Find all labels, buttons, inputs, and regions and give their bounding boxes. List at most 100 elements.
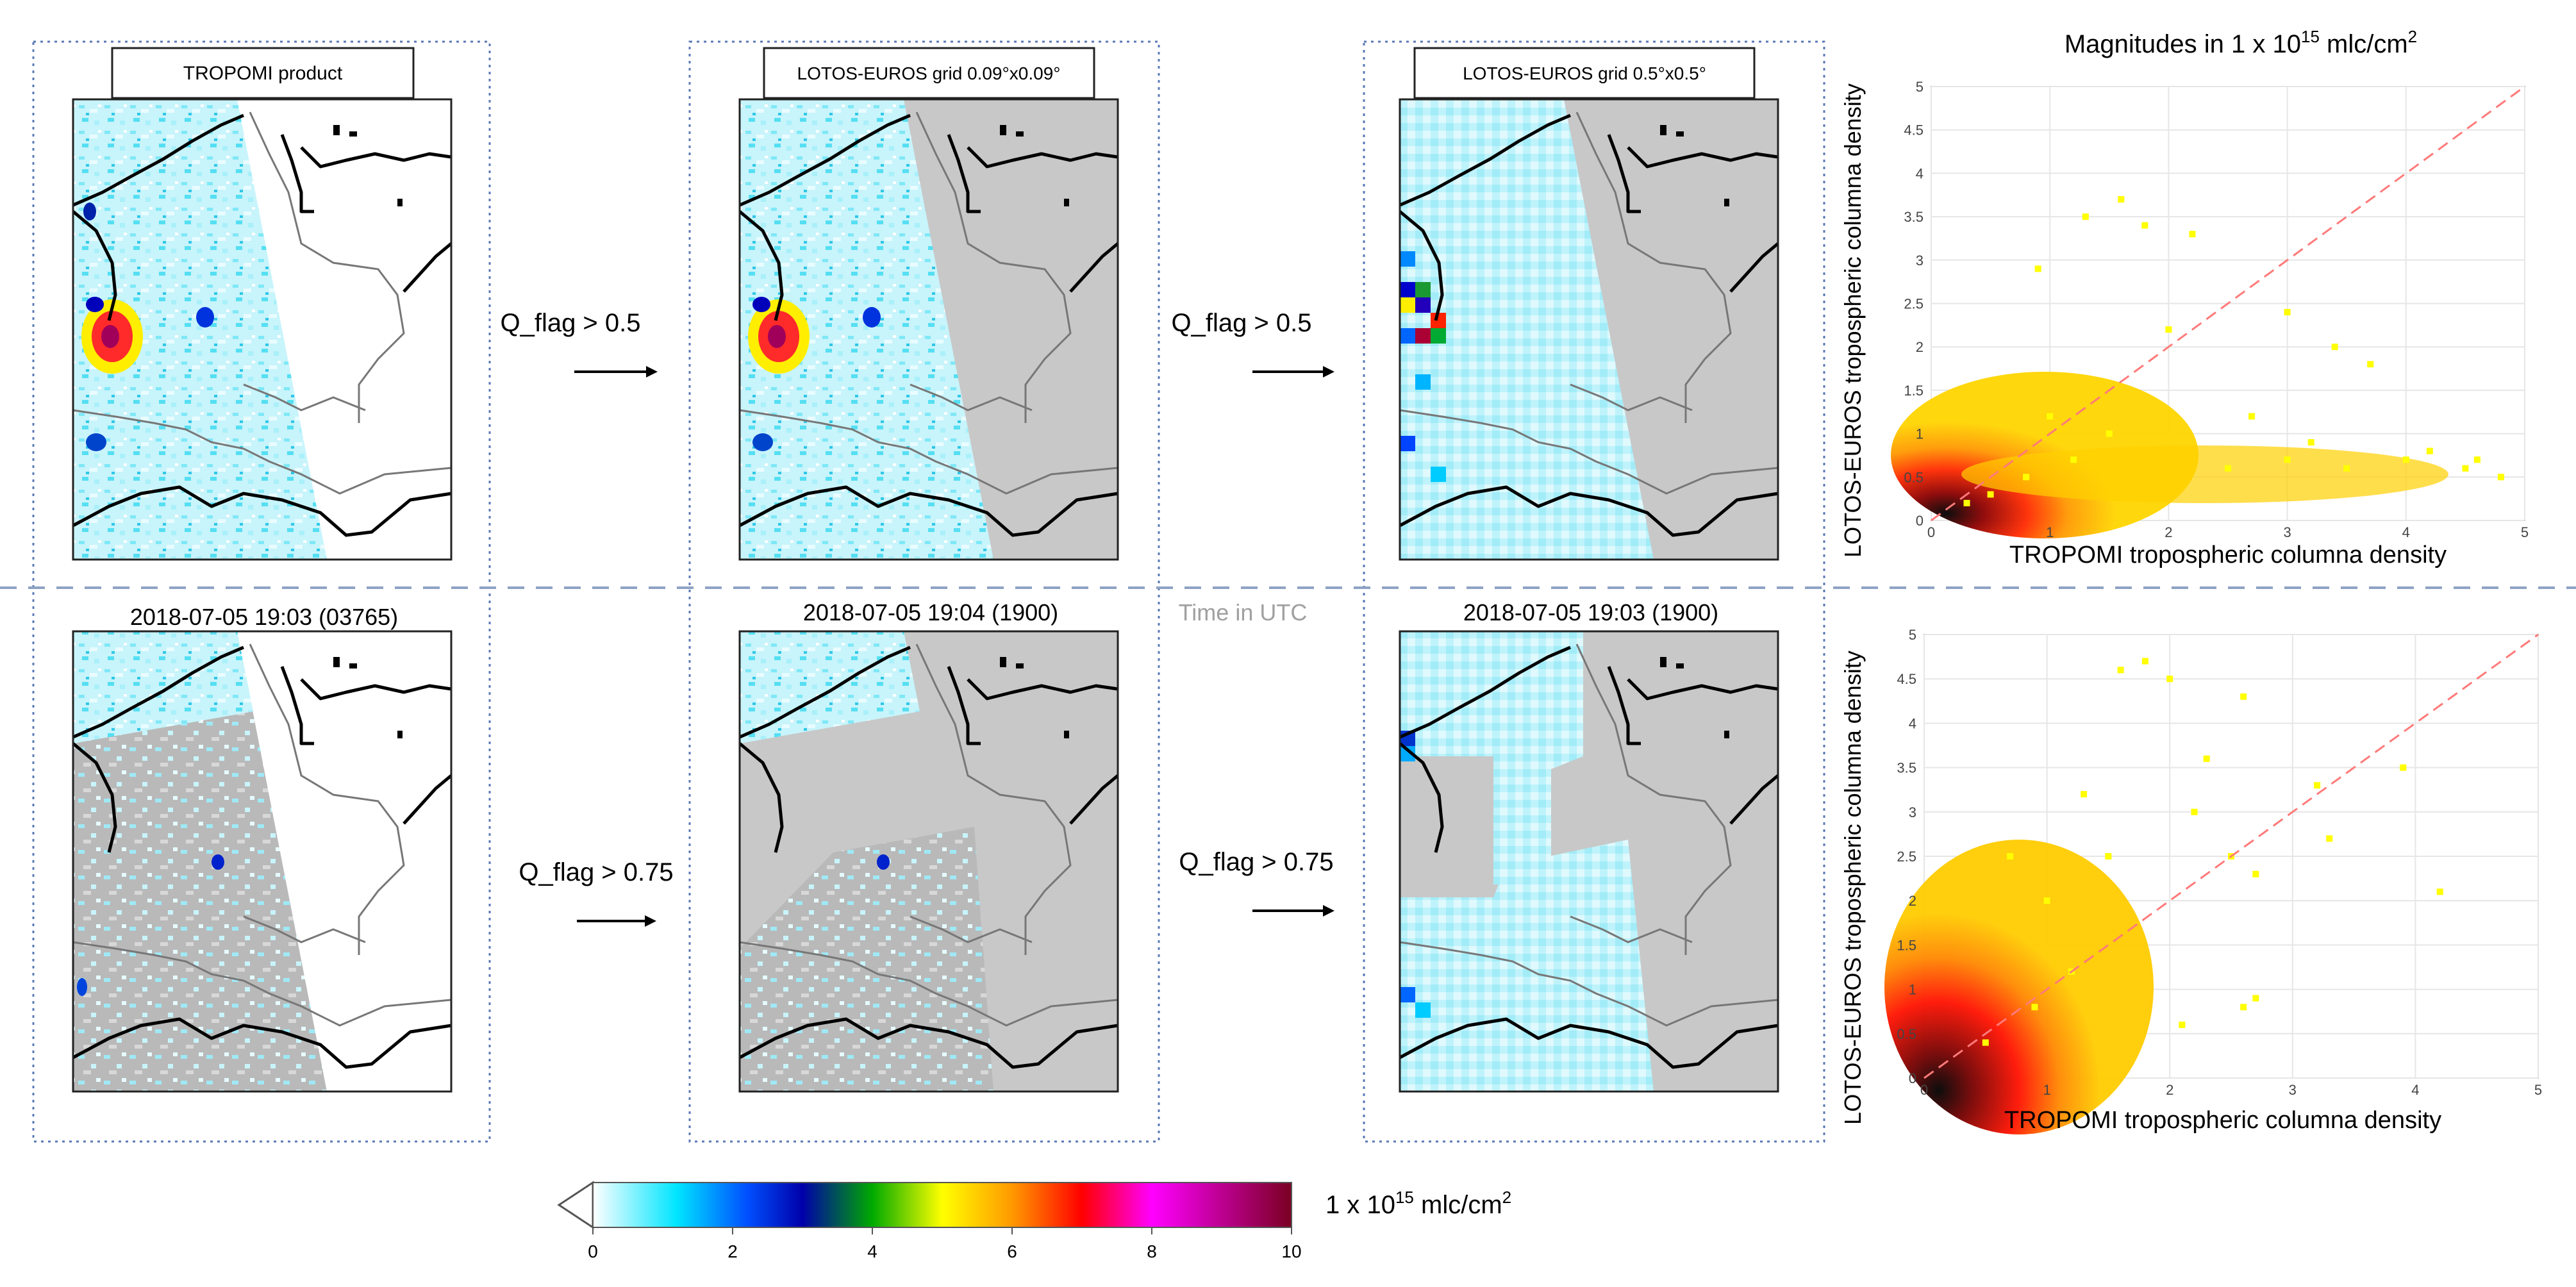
sc1-ytick: 4.5 [1897, 671, 1916, 687]
sc1-point [2326, 835, 2333, 842]
colorbar-tick-label: 4 [867, 1241, 877, 1261]
sc1-point [2105, 853, 2112, 859]
sc0-point [2307, 439, 2314, 446]
filter-label-bottom-left: Q_flag > 0.75 [519, 858, 673, 886]
country-borders [72, 113, 453, 537]
sc1-point [2252, 995, 2259, 1002]
scatter-top-xlabel: TROPOMI tropospheric columna density [2009, 542, 2447, 569]
sc0-point [2462, 465, 2469, 472]
sc0-ytick: 4.5 [1904, 122, 1924, 138]
sc1-ytick: 5 [1909, 627, 1916, 643]
timestamp-tropomi: 2018-07-05 19:03 (03765) [130, 604, 398, 630]
sc1-ytick: 0 [1909, 1070, 1916, 1086]
scatter-title: Magnitudes in 1 x 1015 mlc/cm2 [2065, 27, 2417, 58]
sc1-point [2081, 791, 2088, 798]
scatter-top-tail-cloud [1961, 445, 2448, 503]
sc0-point [1987, 491, 1994, 498]
filter-label-top-right: Q_flag > 0.5 [1171, 309, 1311, 337]
sc0-point [2284, 309, 2291, 316]
colorbar-tick-label: 0 [588, 1241, 598, 1261]
sc0-point [1963, 499, 1970, 506]
map-frames [72, 98, 1779, 1093]
lotos-coarse-label-box: LOTOS-EUROS grid 0.5°x0.5° [1413, 47, 1756, 99]
sc0-point [2343, 465, 2350, 472]
map-tropomi-q05 [73, 99, 451, 560]
sc0-point [2141, 222, 2148, 229]
sc1-point [2314, 782, 2321, 789]
region-borders [72, 112, 452, 495]
sc0-ytick: 2 [1916, 339, 1924, 355]
sc0-ytick: 5 [1916, 79, 1924, 95]
sc1-xtick: 2 [2166, 1082, 2173, 1098]
sc0-point [2426, 447, 2433, 454]
sc1-xtick: 3 [2289, 1082, 2297, 1098]
sc1-point [2031, 1004, 2038, 1011]
sc0-reference-line [1931, 85, 2525, 522]
tropomi-label: TROPOMI product [183, 63, 343, 84]
sc1-point [2141, 658, 2148, 665]
sc1-point [2436, 888, 2443, 895]
sc1-point [2179, 1021, 2186, 1028]
map-lotos-fine-q075 [740, 631, 1118, 1092]
sc0-ytick: 3 [1916, 253, 1924, 269]
colorbar-tick-label: 6 [1007, 1241, 1017, 1261]
map-tropomi-q075 [73, 631, 451, 1092]
colorbar-ticks: 0 2 4 6 8 10 [588, 1227, 1302, 1261]
sc0-point [2402, 456, 2409, 463]
sc0-ytick: 1.5 [1904, 383, 1924, 399]
sc0-xtick: 2 [2165, 524, 2172, 540]
sc0-point [2082, 213, 2089, 220]
sc1-xtick: 4 [2411, 1082, 2419, 1098]
scatter-bottom-xlabel: TROPOMI tropospheric columna density [2004, 1107, 2441, 1134]
sc1-xtick: 1 [2043, 1082, 2050, 1098]
sc0-xtick: 0 [1927, 524, 1935, 540]
sc0-point [2331, 344, 2338, 351]
scatter-bottom-density-cloud [1884, 840, 2154, 1134]
sc0-point [2367, 361, 2374, 368]
sc0-ytick: 0.5 [1904, 469, 1924, 485]
sc1-point [2400, 764, 2407, 771]
colorbar-gradient [592, 1182, 1292, 1228]
sc0-point [2284, 456, 2291, 463]
sc0-point [2034, 265, 2041, 272]
colorbar-tick-label: 10 [1281, 1241, 1301, 1261]
lotos-coarse-label: LOTOS-EUROS grid 0.5°x0.5° [1463, 63, 1706, 83]
filter-label-top-left: Q_flag > 0.5 [500, 309, 640, 337]
sc1-point [1982, 1039, 1989, 1046]
sc1-point [2191, 808, 2198, 815]
sc1-ytick: 1.5 [1897, 937, 1916, 953]
sc1-ytick: 1 [1909, 982, 1916, 998]
colorbar-unit: 1 x 1015 mlc/cm2 [1325, 1188, 1511, 1219]
sc1-ytick: 0.5 [1897, 1026, 1916, 1042]
scatter-top-ylabel: LOTOS-EUROS tropospheric columna density [1840, 83, 1866, 558]
island-dots [333, 125, 403, 206]
sc0-point [2047, 413, 2054, 420]
sc1-point [2203, 755, 2210, 762]
tropomi-frame [32, 40, 491, 1143]
sc1-xtick: 5 [2534, 1082, 2542, 1098]
filter-arrow-top-left: Q_flag > 0.5 [500, 309, 658, 378]
sc1-ytick: 2 [1909, 893, 1916, 909]
sc0-ytick: 2.5 [1904, 296, 1924, 312]
timestamp-lotos-coarse: 2018-07-05 19:03 (1900) [1463, 599, 1718, 626]
sc0-point [2106, 430, 2113, 437]
map-lotos-coarse-q075 [1400, 631, 1778, 1092]
filter-label-bottom-right: Q_flag > 0.75 [1179, 848, 1333, 876]
sc0-point [2497, 474, 2504, 481]
sc0-point [2118, 196, 2125, 203]
filter-arrow-top-right: Q_flag > 0.5 [1171, 309, 1334, 378]
map-lotos-coarse-q05 [1400, 99, 1778, 560]
sc0-xtick: 5 [2521, 524, 2529, 540]
sc0-ytick: 0 [1916, 513, 1924, 529]
map-lotos-fine-q05 [740, 99, 1118, 560]
time-note: Time in UTC [1179, 599, 1308, 626]
sc1-point [2252, 870, 2259, 877]
lotos-fine-label-box: LOTOS-EUROS grid 0.09°x0.09° [763, 47, 1095, 99]
sc0-point [2189, 231, 2196, 238]
sc0-point [2248, 413, 2256, 420]
sc1-point [2007, 853, 2014, 859]
sc0-xtick: 1 [2046, 524, 2054, 540]
sc1-point [2240, 693, 2247, 700]
